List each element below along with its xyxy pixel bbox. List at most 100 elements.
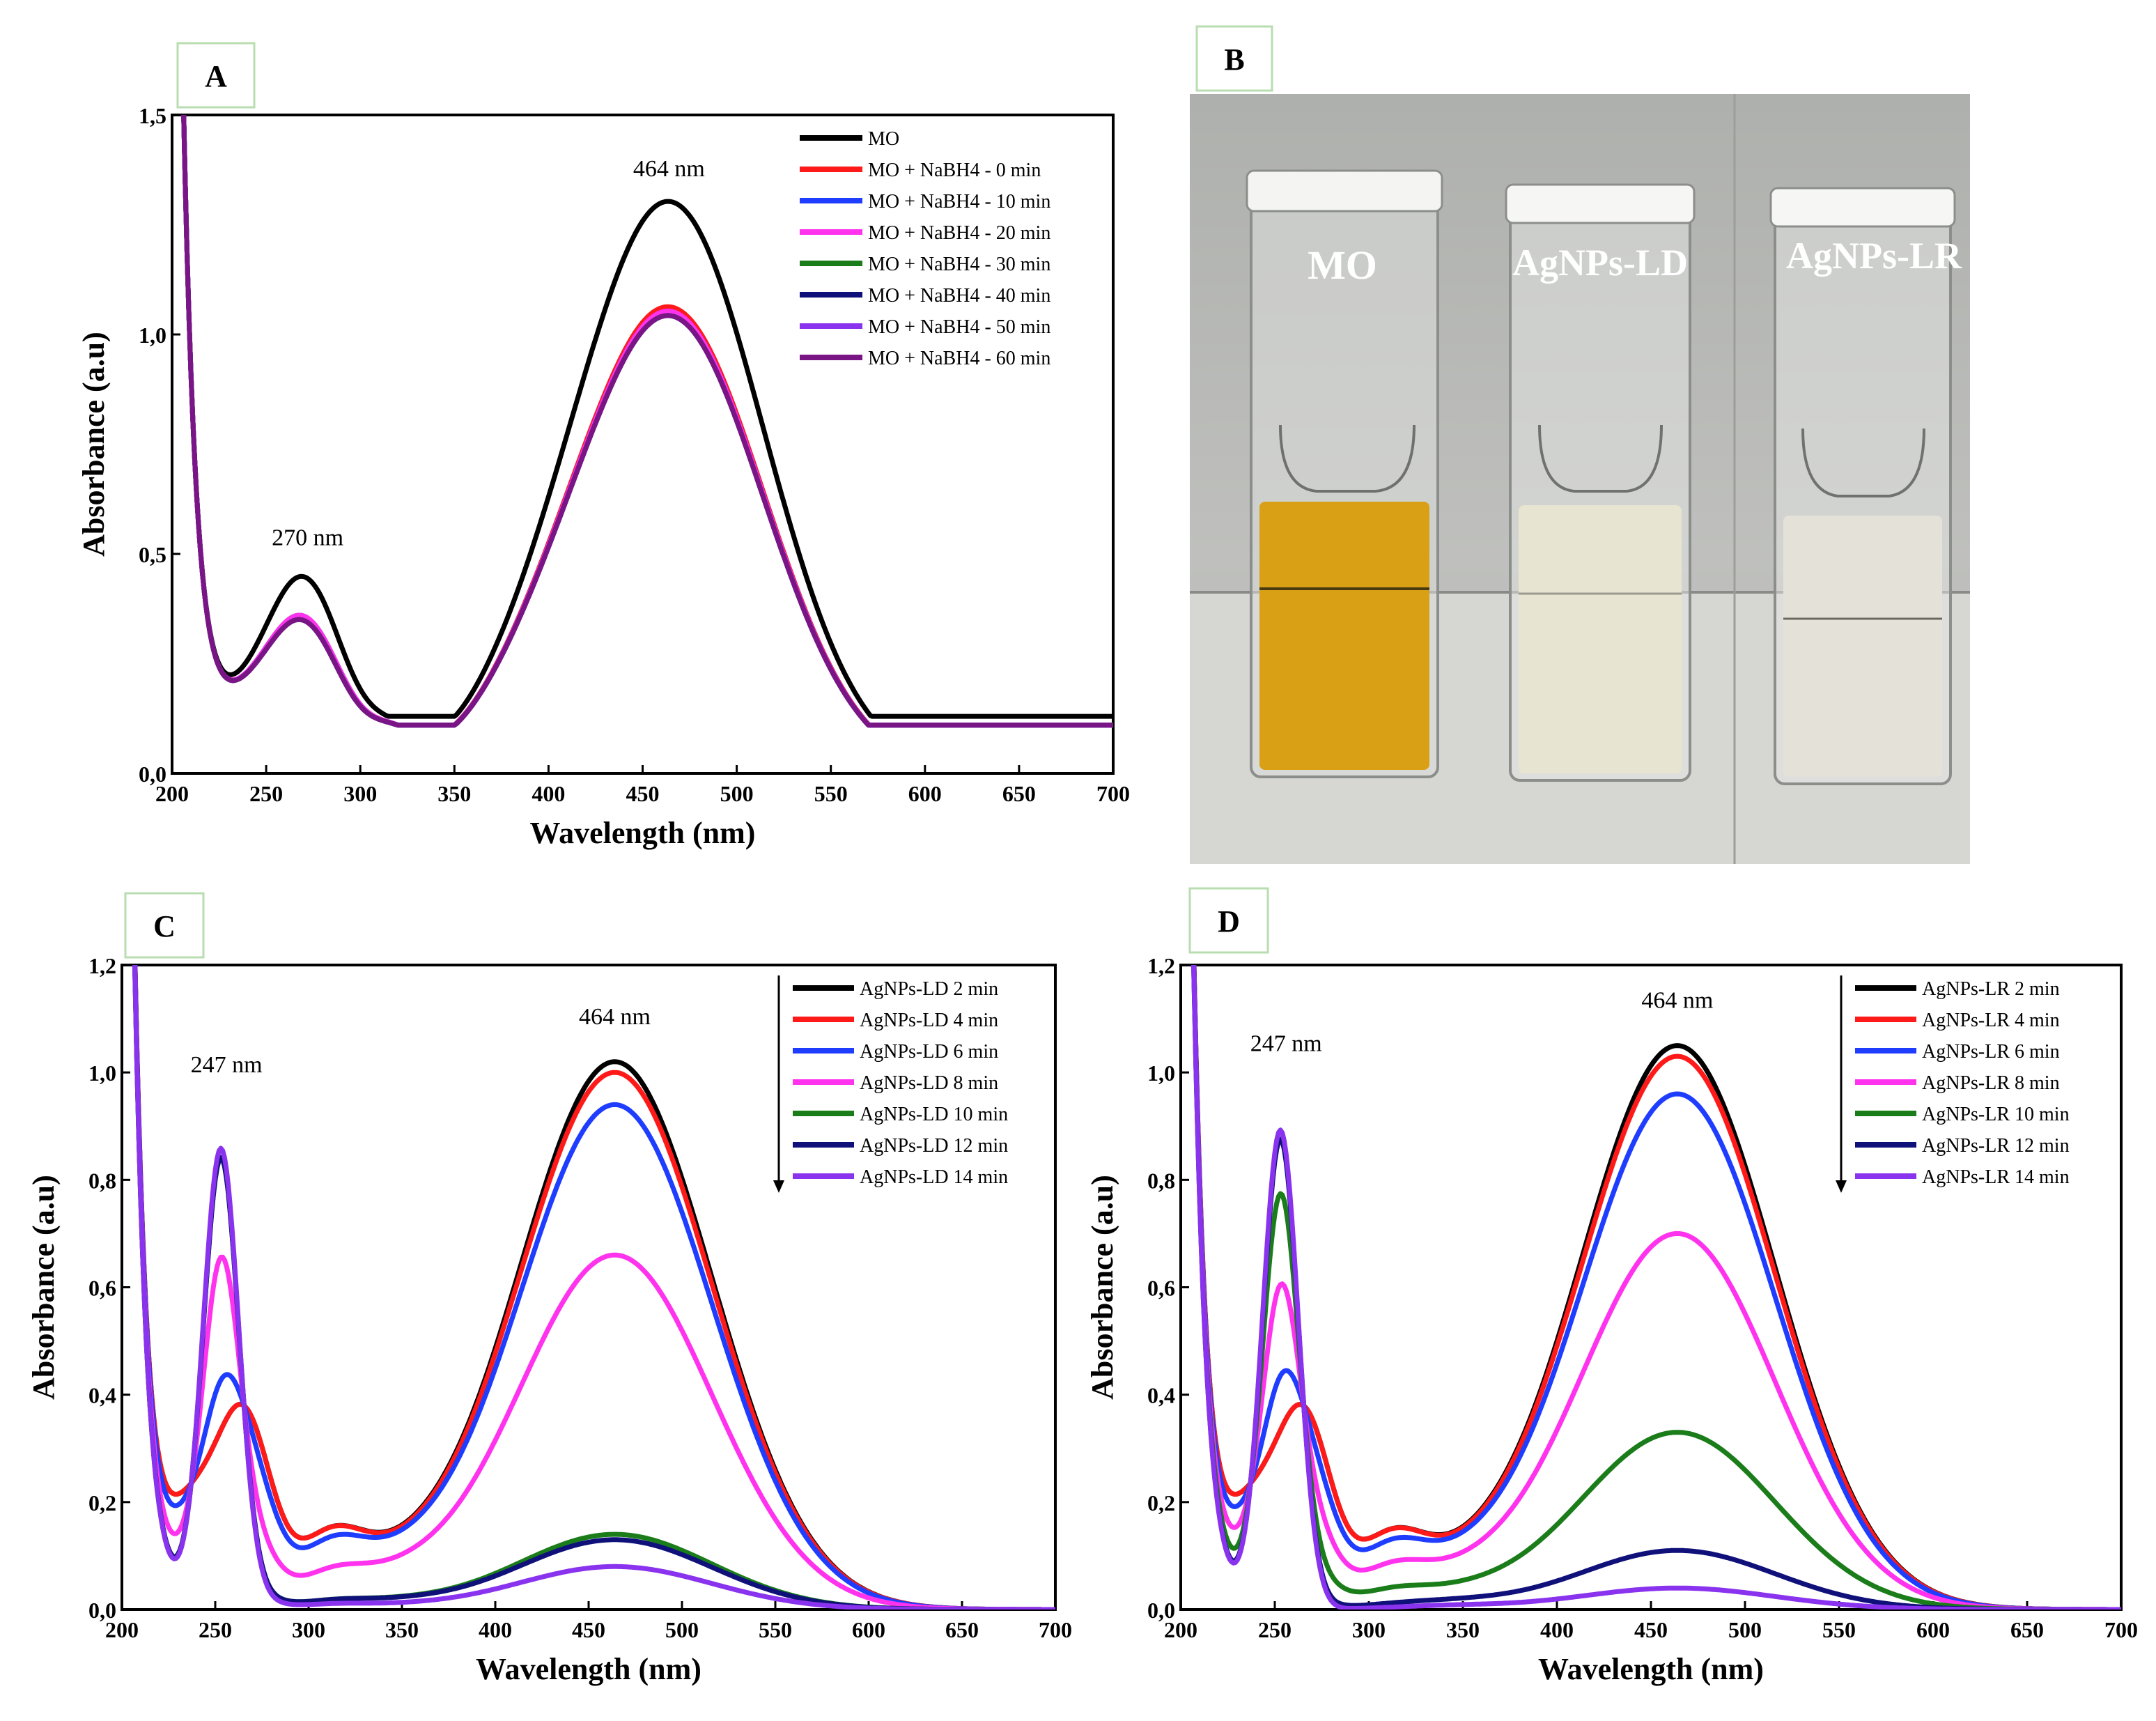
y-tick-label: 0,5 (139, 542, 166, 567)
series-line-8 (181, 115, 1113, 728)
panel-label-c: C (124, 892, 205, 959)
y-axis-label: Absorbance (a.u) (26, 1175, 61, 1400)
x-tick-label: 700 (2104, 1617, 2138, 1642)
y-tick-label: 0,0 (139, 762, 166, 787)
legend-label-7: AgNPs-LR 14 min (1922, 1166, 2070, 1188)
panel-label-d-text: D (1218, 904, 1240, 939)
series-line-1 (181, 115, 1113, 719)
legend-label-5: AgNPs-LR 10 min (1922, 1104, 2070, 1125)
x-tick-label: 250 (199, 1617, 232, 1642)
legend-label-8: MO + NaBH4 - 60 min (868, 348, 1050, 369)
x-tick-label: 500 (1728, 1617, 1762, 1642)
cuvette-mo: MO (1246, 169, 1443, 778)
y-tick-label: 0,8 (1147, 1168, 1175, 1193)
panel-label-b-text: B (1224, 43, 1244, 77)
legend-label-3: MO + NaBH4 - 10 min (868, 191, 1050, 213)
panel-label-a-text: A (205, 59, 227, 93)
x-tick-label: 250 (1258, 1617, 1292, 1642)
y-tick-label: 0,8 (88, 1168, 116, 1193)
y-tick-label: 0,0 (88, 1598, 116, 1623)
y-tick-label: 0,2 (1147, 1490, 1175, 1515)
x-tick-label: 600 (1916, 1617, 1950, 1642)
cuvette-photo: MO AgNPs-LD AgNPs-LR (1190, 94, 1970, 864)
series-line-7 (1191, 965, 2121, 1610)
x-tick-label: 700 (1039, 1617, 1072, 1642)
x-tick-label: 550 (814, 781, 848, 806)
cuvette-agnps-ld: AgNPs-LD (1505, 183, 1696, 782)
panel-label-d: D (1188, 887, 1269, 954)
x-tick-label: 450 (572, 1617, 605, 1642)
x-tick-label: 650 (1002, 781, 1036, 806)
legend-label-4: AgNPs-LR 8 min (1922, 1072, 2060, 1094)
legend-label-6: AgNPs-LR 12 min (1922, 1135, 2070, 1157)
series-group (181, 115, 1113, 728)
y-tick-label: 1,0 (1147, 1060, 1175, 1086)
chart-panel-d: 200 250 300 350 400 450 500 550 600 650 700 0,0 0,2 0… (1085, 953, 2138, 1686)
legend-label-2: AgNPs-LR 4 min (1922, 1010, 2060, 1031)
x-tick-label: 650 (2010, 1617, 2044, 1642)
x-tick-label: 600 (908, 781, 942, 806)
legend-label-3: AgNPs-LD 6 min (860, 1041, 998, 1063)
y-tick-label: 0,6 (1147, 1276, 1175, 1301)
x-tick-label: 400 (532, 781, 565, 806)
chart-panel-a: 200 250 300 350 400 450 500 550 600 650 700 0,0 0,5 1… (77, 103, 1130, 850)
y-tick-label: 0,0 (1147, 1598, 1175, 1623)
legend-label-1: AgNPs-LR 2 min (1922, 978, 2060, 1000)
legend-label-7: AgNPs-LD 14 min (860, 1166, 1008, 1188)
x-tick-label: 500 (720, 781, 754, 806)
series-group (132, 965, 1055, 1610)
plot-frame (171, 114, 1115, 775)
legend-arrow-head (1836, 1180, 1847, 1193)
cuvette-agnps-ld-label: AgNPs-LD (1512, 242, 1688, 284)
y-tick-label: 1,0 (88, 1060, 116, 1086)
panel-label-a: A (176, 42, 256, 109)
x-axis-label: Wavelength (nm) (530, 816, 756, 850)
y-tick-label: 1,2 (88, 953, 116, 978)
legend-label-4: AgNPs-LD 8 min (860, 1072, 998, 1094)
y-tick-label: 0,6 (88, 1276, 116, 1301)
x-tick-label: 450 (1634, 1617, 1668, 1642)
series-group (1191, 965, 2121, 1610)
series-line-4 (1191, 965, 2121, 1610)
x-tick-label: 300 (343, 781, 377, 806)
y-tick-label: 1,5 (139, 103, 166, 128)
series-line-7 (132, 965, 1055, 1610)
x-tick-label: 450 (626, 781, 660, 806)
x-tick-label: 650 (945, 1617, 979, 1642)
x-tick-label: 250 (249, 781, 283, 806)
x-tick-label: 400 (1540, 1617, 1574, 1642)
x-tick-label: 400 (479, 1617, 512, 1642)
legend-label-2: MO + NaBH4 - 0 min (868, 160, 1041, 181)
annotation-peak-1: 270 nm (272, 525, 343, 550)
y-tick-label: 0,4 (88, 1383, 116, 1408)
cuvette-agnps-lr-label: AgNPs-LR (1786, 235, 1962, 277)
annotation-peak-1: 247 nm (1250, 1031, 1322, 1056)
x-axis-label: Wavelength (nm) (476, 1652, 701, 1686)
x-tick-label: 600 (852, 1617, 885, 1642)
y-tick-label: 0,2 (88, 1490, 116, 1515)
x-tick-label: 700 (1096, 781, 1130, 806)
x-axis-label: Wavelength (nm) (1538, 1652, 1764, 1686)
x-tick-label: 300 (292, 1617, 325, 1642)
y-tick-label: 0,4 (1147, 1383, 1175, 1408)
y-axis-label: Absorbance (a.u) (1085, 1175, 1119, 1400)
panel-label-c-text: C (153, 909, 176, 943)
y-axis-label: Absorbance (a.u) (77, 332, 111, 557)
y-tick-label: 1,0 (139, 323, 166, 348)
x-tick-label: 500 (665, 1617, 699, 1642)
legend-label-2: AgNPs-LD 4 min (860, 1010, 998, 1031)
x-tick-label: 350 (437, 781, 471, 806)
x-tick-label: 200 (1164, 1617, 1197, 1642)
legend-label-7: MO + NaBH4 - 50 min (868, 316, 1050, 338)
annotation-peak-2: 464 nm (633, 156, 705, 182)
legend-label-4: MO + NaBH4 - 20 min (868, 222, 1050, 244)
panel-label-b: B (1195, 25, 1273, 92)
x-tick-label: 300 (1352, 1617, 1386, 1642)
legend-label-3: AgNPs-LR 6 min (1922, 1041, 2060, 1063)
x-tick-label: 350 (385, 1617, 419, 1642)
chart-panel-c: 200 250 300 350 400 450 500 550 600 650 700 0,0 0,2 0… (26, 953, 1072, 1686)
series-line-4 (132, 965, 1055, 1610)
annotation-peak-2: 464 nm (579, 1004, 651, 1030)
x-tick-label: 550 (759, 1617, 792, 1642)
